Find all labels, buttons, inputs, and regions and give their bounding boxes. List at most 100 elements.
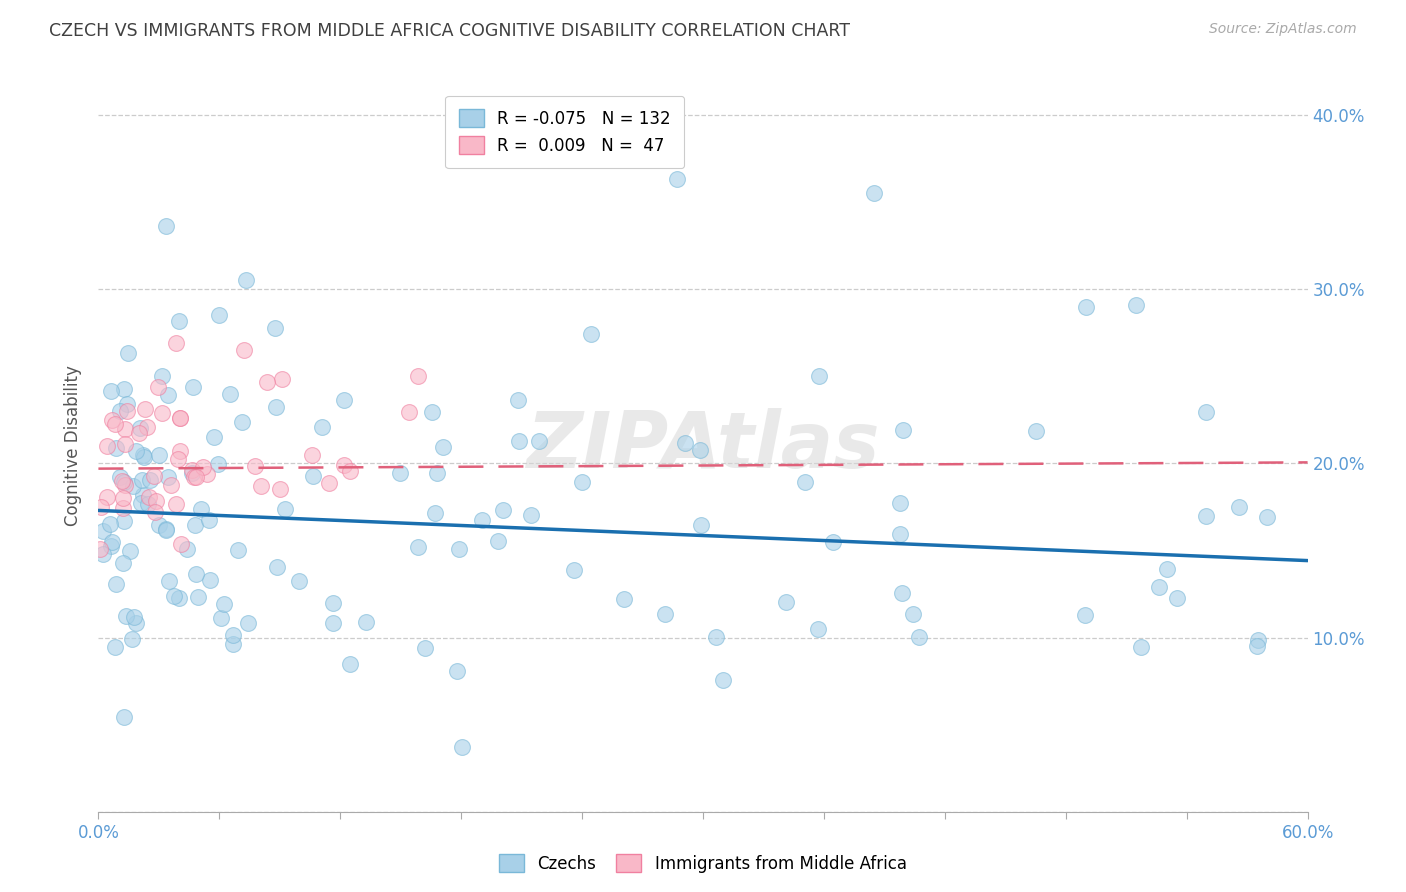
Point [187, 591, 209, 605]
Point [114, 436, 136, 450]
Point [432, 441, 454, 455]
Point [170, 536, 193, 550]
Point [117, 346, 139, 360]
Point [138, 497, 160, 511]
Point [264, 321, 287, 335]
Point [145, 494, 167, 508]
Point [180, 463, 202, 477]
Point [1147, 581, 1170, 595]
Point [101, 535, 124, 549]
Point [129, 421, 152, 435]
Point [108, 404, 131, 418]
Point [450, 740, 472, 755]
Point [250, 479, 273, 493]
Point [183, 470, 205, 484]
Legend: R = -0.075   N = 132, R =  0.009   N =  47: R = -0.075 N = 132, R = 0.009 N = 47 [446, 96, 683, 169]
Point [121, 632, 143, 647]
Point [146, 380, 169, 394]
Point [143, 468, 166, 483]
Point [665, 171, 688, 186]
Point [333, 392, 356, 407]
Point [167, 451, 190, 466]
Point [159, 574, 181, 589]
Point [711, 673, 734, 687]
Point [100, 413, 122, 427]
Point [111, 500, 134, 515]
Point [104, 577, 127, 591]
Point [235, 273, 257, 287]
Point [1166, 591, 1188, 606]
Point [471, 513, 494, 527]
Point [212, 597, 235, 611]
Point [274, 501, 297, 516]
Point [1246, 640, 1268, 654]
Point [222, 627, 245, 641]
Point [96, 439, 118, 453]
Point [1227, 500, 1250, 514]
Point [222, 637, 245, 651]
Point [181, 380, 204, 394]
Point [807, 622, 830, 636]
Point [96, 490, 118, 504]
Point [104, 417, 127, 431]
Point [808, 368, 831, 383]
Point [115, 397, 138, 411]
Point [1195, 509, 1218, 524]
Point [1025, 424, 1047, 438]
Point [143, 505, 166, 519]
Point [232, 343, 254, 358]
Point [269, 483, 291, 497]
Point [506, 392, 529, 407]
Point [1074, 300, 1097, 314]
Point [446, 664, 468, 678]
Point [226, 543, 249, 558]
Point [207, 457, 229, 471]
Point [908, 631, 931, 645]
Point [863, 186, 886, 201]
Point [1247, 632, 1270, 647]
Point [131, 473, 153, 487]
Point [420, 405, 443, 419]
Point [132, 450, 155, 464]
Text: Source: ZipAtlas.com: Source: ZipAtlas.com [1209, 22, 1357, 37]
Point [169, 444, 191, 458]
Point [322, 596, 344, 610]
Point [131, 496, 153, 510]
Point [264, 400, 287, 414]
Point [150, 406, 173, 420]
Point [356, 615, 378, 629]
Point [100, 539, 122, 553]
Point [165, 336, 187, 351]
Point [821, 534, 844, 549]
Point [138, 473, 160, 487]
Point [118, 544, 141, 558]
Text: ZIPAtlas: ZIPAtlas [526, 408, 880, 484]
Point [1129, 640, 1152, 655]
Point [889, 527, 911, 541]
Y-axis label: Cognitive Disability: Cognitive Disability [65, 366, 83, 526]
Point [160, 477, 183, 491]
Point [195, 467, 218, 482]
Point [520, 508, 543, 522]
Point [311, 420, 333, 434]
Point [425, 506, 447, 520]
Point [138, 491, 160, 505]
Point [673, 436, 696, 450]
Point [1156, 562, 1178, 576]
Legend: Czechs, Immigrants from Middle Africa: Czechs, Immigrants from Middle Africa [492, 847, 914, 880]
Point [110, 470, 132, 484]
Point [89, 542, 111, 557]
Point [492, 502, 515, 516]
Point [111, 556, 134, 570]
Point [90, 500, 112, 515]
Point [654, 607, 676, 621]
Point [406, 540, 429, 554]
Point [169, 314, 191, 328]
Point [134, 402, 156, 417]
Point [236, 615, 259, 630]
Point [775, 595, 797, 609]
Point [529, 434, 551, 449]
Point [425, 466, 447, 480]
Point [125, 444, 148, 458]
Point [112, 475, 135, 489]
